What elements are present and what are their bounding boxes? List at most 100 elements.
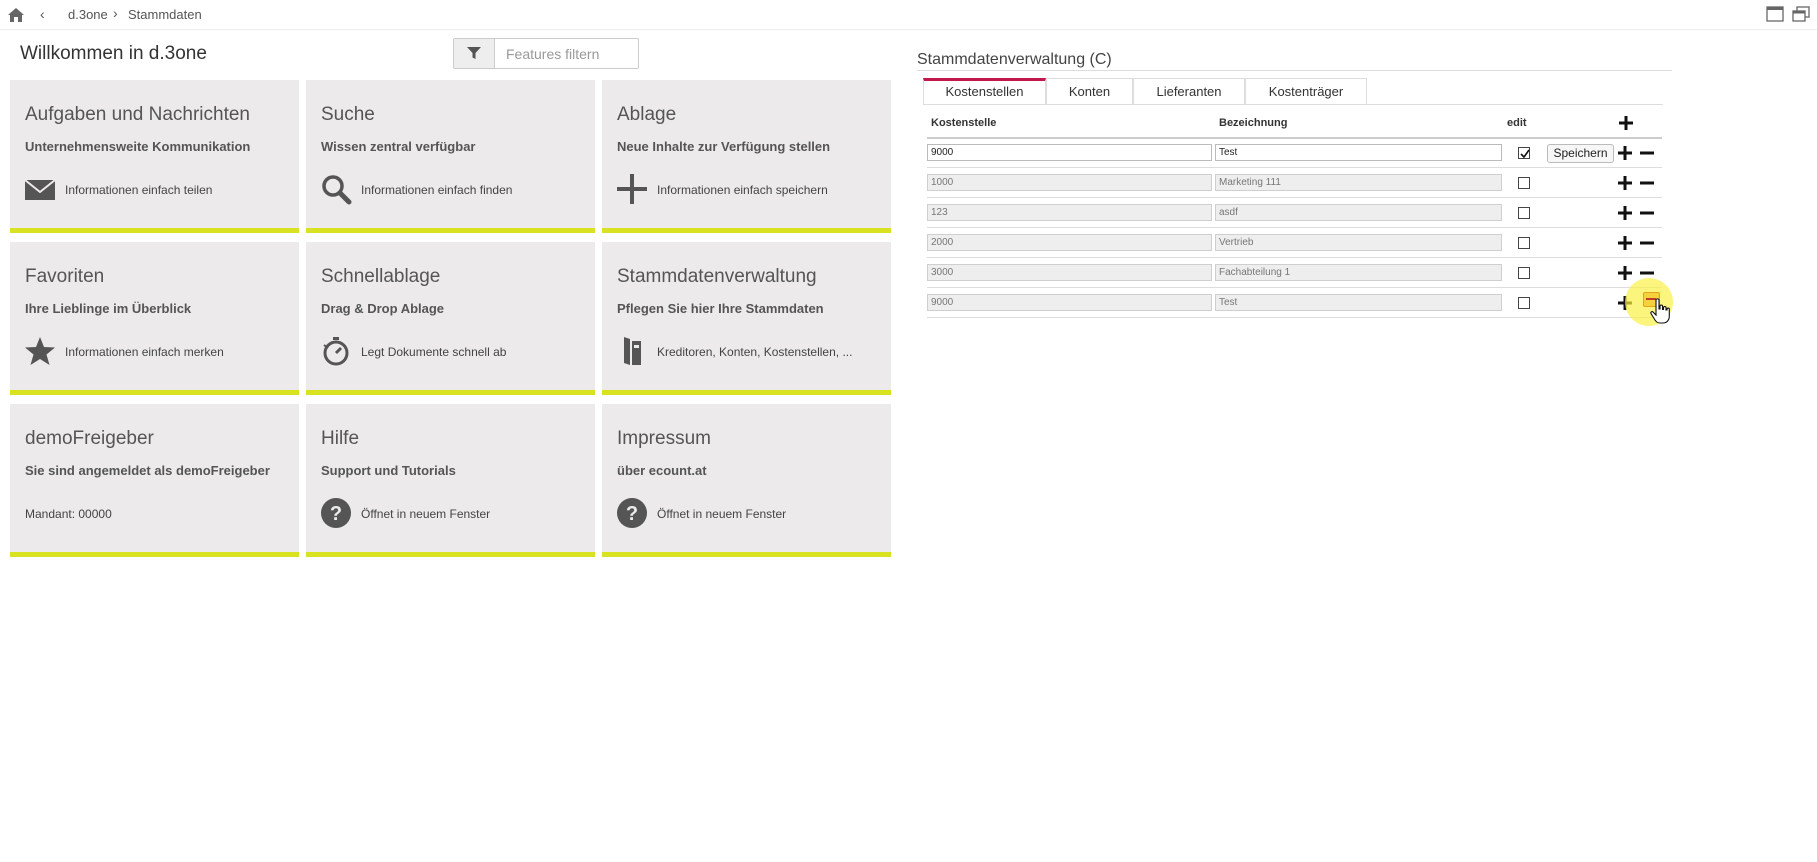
tile-impressum[interactable]: Impressum über ecount.at ? Öffnet in neu… bbox=[602, 404, 891, 557]
tab-kostentraeger[interactable]: Kostenträger bbox=[1245, 78, 1367, 104]
tile-footer: Öffnet in neuem Fenster bbox=[657, 507, 787, 521]
bezeichnung-field[interactable]: Fachabteilung 1 bbox=[1215, 264, 1502, 281]
tile-subtitle: Drag & Drop Ablage bbox=[321, 301, 445, 316]
tile-footer: Kreditoren, Konten, Kostenstellen, ... bbox=[657, 345, 853, 359]
features-filter-input[interactable] bbox=[496, 39, 638, 68]
tile-suche[interactable]: Suche Wissen zentral verfügbar Informati… bbox=[306, 80, 595, 233]
tile-title: Favoriten bbox=[25, 266, 105, 287]
tile-footer: Mandant: 00000 bbox=[25, 507, 112, 521]
top-bar: ‹ d.3one › Stammdaten bbox=[0, 0, 1817, 30]
add-row-icon[interactable] bbox=[1617, 265, 1633, 281]
edit-checkbox[interactable] bbox=[1518, 177, 1530, 189]
add-row-icon[interactable] bbox=[1617, 205, 1633, 221]
bezeichnung-field[interactable]: Marketing 111 bbox=[1215, 174, 1502, 191]
remove-row-icon[interactable] bbox=[1639, 175, 1655, 191]
kostenstelle-field[interactable]: 2000 bbox=[927, 234, 1212, 251]
back-chevron-icon[interactable]: ‹ bbox=[40, 6, 45, 22]
tile-footer: Informationen einfach speichern bbox=[657, 183, 828, 197]
tab-kostenstellen[interactable]: Kostenstellen bbox=[923, 78, 1046, 104]
divider bbox=[927, 137, 1662, 139]
table-row: 9000 Test Speichern bbox=[927, 138, 1662, 168]
tile-hilfe[interactable]: Hilfe Support und Tutorials ? Öffnet in … bbox=[306, 404, 595, 557]
remove-row-icon[interactable] bbox=[1639, 145, 1655, 161]
svg-text:?: ? bbox=[330, 503, 342, 525]
table-row: 9000 Test bbox=[927, 288, 1662, 318]
breadcrumb-current: Stammdaten bbox=[128, 7, 202, 22]
table-row: 123 asdf bbox=[927, 198, 1662, 228]
tile-demofreigeber[interactable]: demoFreigeber Sie sind angemeldet als de… bbox=[10, 404, 299, 557]
kostenstelle-field[interactable]: 3000 bbox=[927, 264, 1212, 281]
add-row-icon[interactable] bbox=[1617, 175, 1633, 191]
tile-title: Suche bbox=[321, 104, 375, 125]
tile-subtitle: Ihre Lieblinge im Überblick bbox=[25, 301, 192, 316]
bezeichnung-field[interactable]: Vertrieb bbox=[1215, 234, 1502, 251]
add-row-icon[interactable] bbox=[1617, 145, 1633, 161]
column-header-edit: edit bbox=[1507, 117, 1527, 129]
remove-row-icon[interactable] bbox=[1639, 205, 1655, 221]
feature-tiles: Aufgaben und Nachrichten Unternehmenswei… bbox=[10, 80, 891, 560]
tile-aufgaben[interactable]: Aufgaben und Nachrichten Unternehmenswei… bbox=[10, 80, 299, 233]
remove-row-icon[interactable] bbox=[1639, 265, 1655, 281]
help-icon: ? bbox=[617, 498, 647, 528]
table-row: 2000 Vertrieb bbox=[927, 228, 1662, 258]
edit-checkbox[interactable] bbox=[1518, 267, 1530, 279]
binder-icon bbox=[624, 337, 641, 365]
envelope-icon bbox=[24, 179, 56, 200]
tile-title: demoFreigeber bbox=[25, 428, 154, 449]
column-header-kostenstelle: Kostenstelle bbox=[931, 117, 997, 129]
bezeichnung-field[interactable]: Test bbox=[1215, 294, 1502, 311]
tile-title: Hilfe bbox=[321, 428, 360, 449]
kostenstelle-field[interactable]: 9000 bbox=[927, 144, 1212, 161]
tile-footer: Legt Dokumente schnell ab bbox=[361, 345, 507, 359]
star-icon bbox=[25, 337, 55, 365]
tab-lieferanten[interactable]: Lieferanten bbox=[1133, 78, 1245, 104]
restore-window-icon[interactable] bbox=[1792, 6, 1810, 22]
search-icon bbox=[322, 175, 352, 205]
tile-subtitle: Unternehmensweite Kommunikation bbox=[25, 139, 251, 154]
divider bbox=[917, 70, 1672, 71]
add-row-icon[interactable] bbox=[1617, 235, 1633, 251]
bezeichnung-field[interactable]: asdf bbox=[1215, 204, 1502, 221]
edit-checkbox[interactable] bbox=[1518, 207, 1530, 219]
bezeichnung-field[interactable]: Test bbox=[1215, 144, 1502, 161]
filter-button[interactable] bbox=[454, 39, 495, 68]
hand-cursor-icon bbox=[1650, 298, 1670, 324]
edit-checkbox[interactable] bbox=[1518, 147, 1530, 159]
column-header-bezeichnung: Bezeichnung bbox=[1219, 117, 1288, 129]
edit-checkbox[interactable] bbox=[1518, 237, 1530, 249]
tile-footer: Informationen einfach teilen bbox=[65, 183, 213, 197]
table-row: 1000 Marketing 111 bbox=[927, 168, 1662, 198]
tile-schnellablage[interactable]: Schnellablage Drag & Drop Ablage Legt Do… bbox=[306, 242, 595, 395]
tab-konten[interactable]: Konten bbox=[1046, 78, 1133, 104]
panel-title: Stammdatenverwaltung (C) bbox=[917, 51, 1112, 68]
feature-filter bbox=[453, 38, 639, 69]
tile-footer: Öffnet in neuem Fenster bbox=[361, 507, 491, 521]
tile-favoriten[interactable]: Favoriten Ihre Lieblinge im Überblick In… bbox=[10, 242, 299, 395]
tile-title: Impressum bbox=[617, 428, 711, 449]
maximize-window-icon[interactable] bbox=[1766, 6, 1784, 22]
add-row-icon[interactable] bbox=[1618, 115, 1634, 131]
help-icon: ? bbox=[321, 498, 351, 528]
edit-checkbox[interactable] bbox=[1518, 297, 1530, 309]
save-button[interactable]: Speichern bbox=[1547, 144, 1614, 163]
tile-subtitle: Support und Tutorials bbox=[321, 463, 456, 478]
remove-row-icon[interactable] bbox=[1639, 235, 1655, 251]
tile-title: Schnellablage bbox=[321, 266, 441, 287]
tile-stammdatenverwaltung[interactable]: Stammdatenverwaltung Pflegen Sie hier Ih… bbox=[602, 242, 891, 395]
tile-subtitle: Pflegen Sie hier Ihre Stammdaten bbox=[617, 301, 824, 316]
tile-subtitle: Neue Inhalte zur Verfügung stellen bbox=[617, 139, 831, 154]
kostenstelle-field[interactable]: 1000 bbox=[927, 174, 1212, 191]
kostenstelle-field[interactable]: 123 bbox=[927, 204, 1212, 221]
tile-title: Ablage bbox=[617, 104, 677, 125]
home-icon[interactable] bbox=[5, 4, 27, 26]
kostenstelle-field[interactable]: 9000 bbox=[927, 294, 1212, 311]
checkmark-icon bbox=[1520, 149, 1530, 159]
breadcrumb-root[interactable]: d.3one bbox=[68, 7, 108, 22]
stopwatch-icon bbox=[323, 337, 349, 366]
page-title: Willkommen in d.3one bbox=[20, 43, 207, 64]
tile-title: Stammdatenverwaltung bbox=[617, 266, 817, 287]
tile-ablage[interactable]: Ablage Neue Inhalte zur Verfügung stelle… bbox=[602, 80, 891, 233]
breadcrumb-separator-icon: › bbox=[113, 5, 118, 21]
table-row: 3000 Fachabteilung 1 bbox=[927, 258, 1662, 288]
divider bbox=[923, 104, 1663, 105]
